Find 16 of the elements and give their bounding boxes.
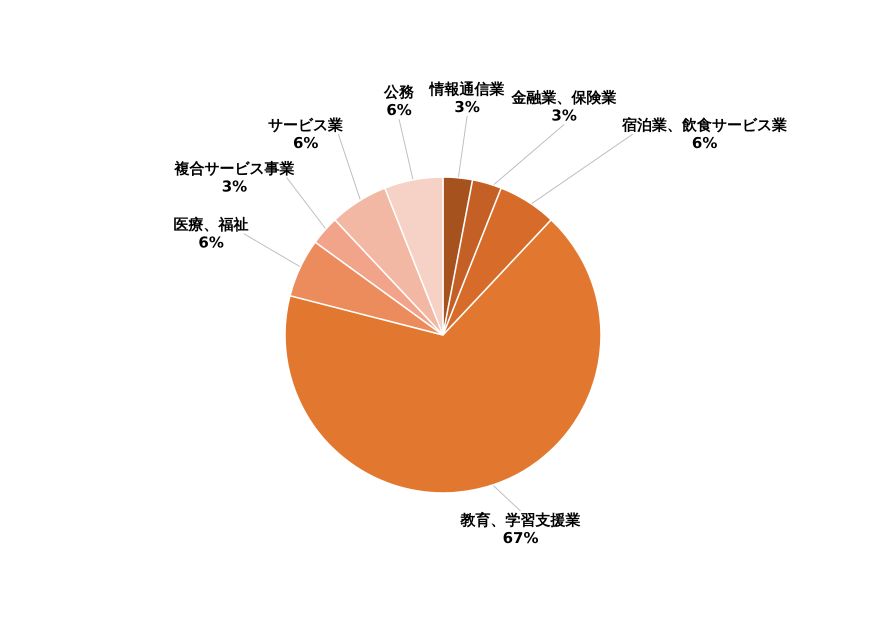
data-label: 6% <box>198 234 224 252</box>
slice-label: 教育、学習支援業 <box>460 510 581 529</box>
data-label: 3% <box>454 98 480 116</box>
slice-label: 公務 <box>383 83 416 102</box>
slice-label: 医療、福祉 <box>174 216 249 234</box>
data-label: 67% <box>502 528 539 547</box>
data-label: 6% <box>386 101 412 120</box>
data-label: 3% <box>551 106 577 124</box>
data-label: 6% <box>692 134 718 152</box>
data-label: 3% <box>222 178 248 196</box>
slice-label: 複合サービス事業 <box>173 160 294 178</box>
data-label: 6% <box>292 134 318 152</box>
slice-label: 情報通信業 <box>428 80 505 98</box>
slice-label: サービス業 <box>268 116 344 134</box>
slice-label: 宿泊業、飲食サービス業 <box>621 116 788 134</box>
slice-label: 金融業、保険業 <box>510 88 617 106</box>
